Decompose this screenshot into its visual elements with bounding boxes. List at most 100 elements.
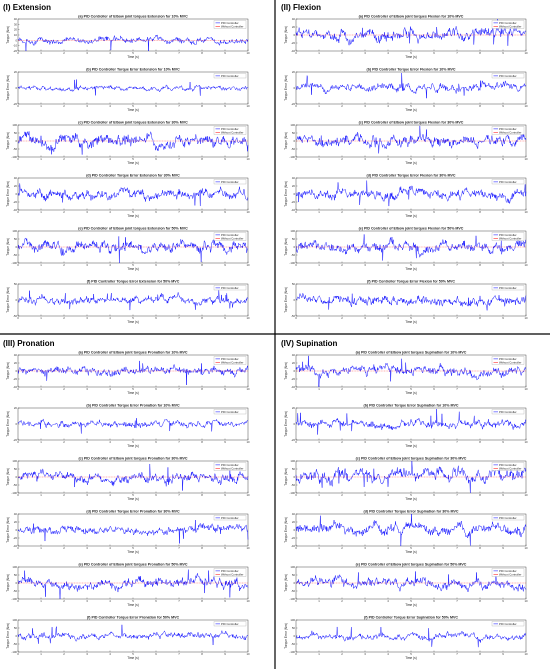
chart-panel: (b) PID Controller Torque Error Pronatio… xyxy=(6,404,250,449)
x-tick-label: 8 xyxy=(201,652,203,656)
x-axis-label: Time (s) xyxy=(405,161,417,165)
y-tick-label: 0 xyxy=(293,634,295,638)
y-tick-label: 0 xyxy=(15,634,17,638)
legend-box xyxy=(213,232,247,241)
y-tick-label: -100 xyxy=(289,155,295,159)
panels-group: (a) PID Controller of Elbow joint torque… xyxy=(6,15,528,661)
x-axis-label: Time (s) xyxy=(127,161,139,165)
y-tick-label: 40 xyxy=(14,176,18,180)
legend-label-pid: PID Controller xyxy=(221,516,239,520)
x-tick-label: 3 xyxy=(364,493,366,497)
x-tick-label: 10 xyxy=(524,652,528,656)
plot-area xyxy=(295,513,527,547)
x-tick-label: 3 xyxy=(364,316,366,320)
x-tick-label: 10 xyxy=(246,316,250,320)
x-tick-label: 9 xyxy=(224,599,226,603)
x-tick-label: 10 xyxy=(524,546,528,550)
x-tick-label: 7 xyxy=(178,599,180,603)
legend-label-without: Without Controller xyxy=(499,466,521,470)
x-tick-label: 1 xyxy=(318,104,320,108)
y-tick-label: 50 xyxy=(292,573,296,577)
y-tick-label: -50 xyxy=(13,642,17,646)
panel-title: (f) PID Controller Torque Error Pronatio… xyxy=(87,616,180,620)
y-tick-label: 100 xyxy=(290,123,295,127)
x-tick-label: 0 xyxy=(17,493,19,497)
x-tick-label: 7 xyxy=(178,157,180,161)
x-tick-label: 4 xyxy=(387,652,389,656)
x-tick-label: 6 xyxy=(433,51,435,55)
x-tick-label: 4 xyxy=(387,493,389,497)
series-line-pid xyxy=(17,360,249,385)
x-tick-label: 8 xyxy=(201,104,203,108)
x-tick-label: 7 xyxy=(456,263,458,267)
x-tick-label: 0 xyxy=(295,652,297,656)
legend-label-without: Without Controller xyxy=(221,572,243,576)
legend-label-pid: PID Controller xyxy=(499,622,517,626)
x-tick-label: 6 xyxy=(155,493,157,497)
y-axis-label: Torque Error (Nm) xyxy=(6,623,10,649)
plot-area xyxy=(295,177,527,211)
y-tick-label: -100 xyxy=(11,597,17,601)
y-axis-label: Torque Error (Nm) xyxy=(284,75,288,101)
x-tick-label: 6 xyxy=(433,387,435,391)
x-tick-label: 8 xyxy=(201,546,203,550)
x-tick-label: 5 xyxy=(410,546,412,550)
x-tick-label: 2 xyxy=(341,104,343,108)
chart-panel: (f) PID Controller Torque Error Flexion … xyxy=(284,280,528,325)
panel-title: (c) PID Controller of Elbow joint torque… xyxy=(359,121,464,125)
x-tick-label: 10 xyxy=(246,157,250,161)
x-tick-label: 1 xyxy=(318,51,320,55)
y-tick-label: 0 xyxy=(293,33,295,37)
x-tick-label: 8 xyxy=(201,51,203,55)
x-tick-label: 2 xyxy=(341,157,343,161)
x-tick-label: 9 xyxy=(502,493,504,497)
x-tick-label: 1 xyxy=(318,652,320,656)
x-tick-label: 5 xyxy=(410,652,412,656)
y-tick-label: 100 xyxy=(12,459,17,463)
panel-title: (d) PID Controller Torque Error Flexion … xyxy=(367,174,456,178)
panel-title: (b) PID Controller Torque Error Flexion … xyxy=(367,68,456,72)
x-tick-label: 7 xyxy=(178,104,180,108)
y-tick-label: 40 xyxy=(292,353,296,357)
chart-panel: (e) PID Controller of Elbow joint torque… xyxy=(6,227,250,272)
x-axis-label: Time (s) xyxy=(405,108,417,112)
y-tick-label: -100 xyxy=(289,491,295,495)
x-tick-label: 8 xyxy=(479,652,481,656)
x-tick-label: 7 xyxy=(456,210,458,214)
x-tick-label: 0 xyxy=(17,599,19,603)
x-tick-label: 5 xyxy=(132,51,134,55)
x-tick-label: 3 xyxy=(86,493,88,497)
y-tick-label: 0 xyxy=(15,475,17,479)
y-tick-label: -20 xyxy=(291,200,295,204)
y-tick-label: 40 xyxy=(14,353,18,357)
legend-label-pid: PID Controller xyxy=(221,357,239,361)
panel-title: (e) PID Controller of Elbow joint torque… xyxy=(356,563,467,567)
panel-title: (b) PID Controller Torque Error Pronatio… xyxy=(86,404,180,408)
legend-label-pid: PID Controller xyxy=(221,410,239,414)
x-tick-label: 3 xyxy=(364,104,366,108)
x-tick-label: 6 xyxy=(155,210,157,214)
y-axis-label: Torque (Nm) xyxy=(284,468,288,486)
series-line-pid xyxy=(17,569,249,600)
panel-title: (f) PID Controller Torque Error Flexion … xyxy=(367,280,455,284)
y-tick-label: 0 xyxy=(293,86,295,90)
y-tick-label: -50 xyxy=(291,589,295,593)
series-line-pid xyxy=(295,460,527,494)
x-tick-label: 1 xyxy=(40,387,42,391)
x-axis-label: Time (s) xyxy=(127,320,139,324)
x-tick-label: 6 xyxy=(433,493,435,497)
legend-box xyxy=(491,73,525,79)
panel-title: (e) PID Controller of Elbow joint torque… xyxy=(78,563,187,567)
x-tick-label: 0 xyxy=(295,51,297,55)
x-tick-label: 10 xyxy=(246,210,250,214)
x-tick-label: 10 xyxy=(246,263,250,267)
x-tick-label: 5 xyxy=(132,493,134,497)
x-axis-label: Time (s) xyxy=(127,603,139,607)
chart-panel: (a) PID Controller of Elbow joint torque… xyxy=(6,351,250,396)
panel-title: (a) PID Controller of Elbow joint torque… xyxy=(78,15,188,19)
y-tick-label: -50 xyxy=(13,147,17,151)
y-tick-label: -100 xyxy=(11,261,17,265)
x-tick-label: 0 xyxy=(17,546,19,550)
x-tick-label: 0 xyxy=(17,652,19,656)
x-tick-label: 1 xyxy=(318,157,320,161)
